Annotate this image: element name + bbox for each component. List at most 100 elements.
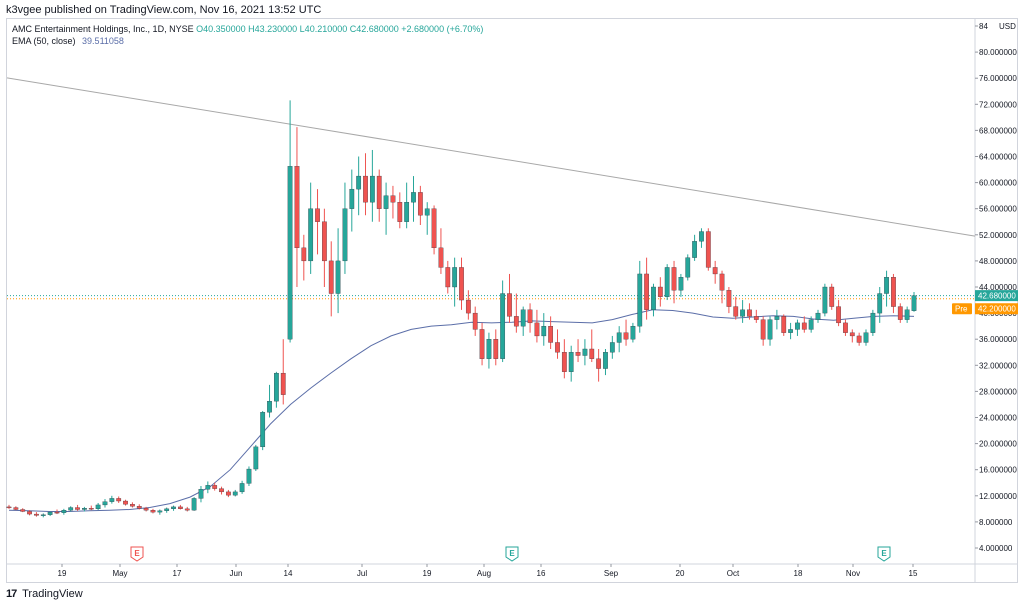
candle[interactable]: [445, 260, 451, 294]
candle[interactable]: [753, 309, 759, 323]
candle[interactable]: [740, 300, 745, 323]
candle[interactable]: [465, 290, 471, 320]
candle[interactable]: [27, 510, 32, 516]
candle[interactable]: [267, 384, 272, 418]
candle[interactable]: [88, 505, 94, 511]
earnings-marker[interactable]: E: [130, 546, 144, 562]
candle[interactable]: [719, 270, 725, 304]
candle[interactable]: [82, 506, 87, 512]
candle[interactable]: [795, 319, 800, 336]
candle[interactable]: [897, 303, 903, 323]
candle[interactable]: [136, 504, 142, 510]
candle[interactable]: [685, 254, 691, 281]
candle[interactable]: [239, 480, 245, 494]
candle[interactable]: [198, 486, 204, 503]
candle[interactable]: [356, 156, 362, 216]
candle[interactable]: [438, 228, 444, 274]
candle[interactable]: [75, 504, 80, 511]
candle[interactable]: [555, 329, 560, 359]
candle[interactable]: [232, 489, 238, 497]
earnings-marker[interactable]: E: [505, 546, 519, 562]
candle[interactable]: [143, 506, 149, 512]
candle[interactable]: [651, 283, 656, 317]
candle[interactable]: [280, 339, 286, 405]
candle[interactable]: [411, 176, 416, 222]
candle[interactable]: [34, 512, 39, 517]
candle[interactable]: [342, 182, 348, 274]
candle[interactable]: [575, 339, 581, 363]
candle[interactable]: [40, 513, 46, 518]
candle[interactable]: [911, 292, 917, 312]
candle[interactable]: [472, 306, 478, 336]
candle[interactable]: [870, 309, 876, 336]
earnings-marker[interactable]: E: [877, 546, 891, 562]
candle[interactable]: [205, 481, 211, 494]
candle[interactable]: [678, 273, 684, 297]
candle[interactable]: [877, 287, 883, 323]
candle[interactable]: [527, 303, 533, 333]
candle[interactable]: [863, 329, 869, 346]
candle[interactable]: [68, 506, 74, 512]
candle[interactable]: [20, 508, 26, 513]
candle[interactable]: [664, 264, 670, 301]
candle[interactable]: [171, 505, 176, 511]
candle[interactable]: [246, 466, 252, 487]
candle[interactable]: [884, 270, 889, 307]
candle[interactable]: [788, 322, 793, 340]
candle[interactable]: [609, 335, 615, 359]
candle[interactable]: [150, 508, 156, 514]
candle[interactable]: [335, 228, 341, 314]
candle[interactable]: [260, 410, 266, 451]
candle[interactable]: [404, 182, 410, 229]
candle[interactable]: [891, 273, 896, 314]
candle[interactable]: [308, 182, 314, 274]
candle[interactable]: [212, 482, 218, 491]
candle[interactable]: [856, 332, 862, 346]
candle[interactable]: [6, 504, 12, 509]
candle[interactable]: [226, 489, 231, 498]
candle[interactable]: [520, 306, 526, 336]
candle[interactable]: [390, 185, 396, 219]
candle[interactable]: [301, 234, 307, 281]
candle[interactable]: [623, 319, 629, 346]
candle[interactable]: [479, 322, 485, 366]
candle[interactable]: [459, 257, 464, 310]
candle[interactable]: [561, 339, 567, 379]
candle[interactable]: [315, 189, 320, 255]
candle[interactable]: [164, 507, 170, 513]
candle[interactable]: [383, 182, 389, 235]
candle[interactable]: [699, 228, 704, 248]
candle[interactable]: [726, 287, 732, 314]
candle[interactable]: [657, 277, 663, 307]
candle[interactable]: [630, 322, 636, 343]
candle[interactable]: [712, 260, 718, 284]
candle[interactable]: [582, 339, 588, 366]
candle[interactable]: [95, 502, 101, 511]
candle[interactable]: [397, 192, 403, 229]
trendline[interactable]: [6, 77, 976, 237]
candle[interactable]: [637, 260, 643, 333]
candle[interactable]: [513, 293, 519, 333]
footer-branding[interactable]: 17 TradingView: [6, 588, 83, 600]
candle[interactable]: [568, 345, 574, 382]
candle[interactable]: [692, 234, 697, 261]
candle[interactable]: [767, 316, 773, 346]
candle[interactable]: [493, 329, 499, 366]
candle[interactable]: [287, 100, 293, 343]
candle[interactable]: [836, 300, 841, 327]
candle[interactable]: [801, 316, 807, 333]
candle[interactable]: [747, 303, 752, 320]
candle[interactable]: [102, 499, 108, 508]
candle[interactable]: [294, 127, 300, 287]
candle[interactable]: [123, 499, 128, 506]
candle[interactable]: [507, 273, 512, 323]
candle[interactable]: [349, 169, 355, 232]
candle[interactable]: [596, 348, 601, 382]
candle[interactable]: [417, 185, 423, 226]
candle[interactable]: [219, 486, 224, 495]
candle[interactable]: [829, 283, 835, 310]
candle[interactable]: [54, 509, 60, 515]
candle[interactable]: [671, 260, 677, 304]
candle[interactable]: [603, 348, 608, 376]
